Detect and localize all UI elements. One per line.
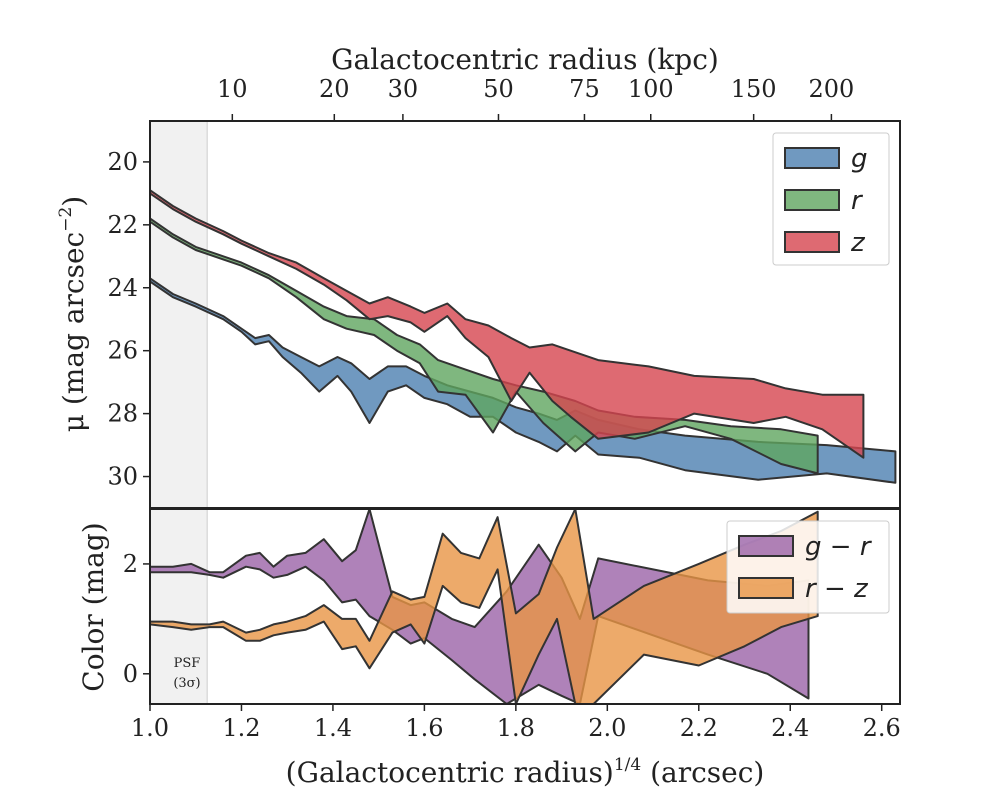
y-tick-label: 22 <box>107 211 138 239</box>
legend-label-g-r: g − r <box>805 532 873 562</box>
lower-y-axis-label: Color (mag) <box>77 522 110 691</box>
bottom-axis-label: (Galactocentric radius)1/4 (arcsec) <box>286 755 765 789</box>
y-tick-label: 24 <box>107 274 138 302</box>
y-tick-label: 28 <box>107 400 138 428</box>
psf-region-lower <box>150 509 208 704</box>
band-g <box>150 277 897 484</box>
band-r <box>150 217 819 475</box>
x-tick-label: 1.6 <box>405 714 443 742</box>
legend-color: g − r r − z <box>726 520 890 614</box>
color-bands <box>150 509 819 704</box>
x-tick-label: 1.2 <box>222 714 260 742</box>
upper-y-axis-label-close: ) <box>57 196 90 207</box>
y-tick-label: 0 <box>123 660 138 688</box>
band-z <box>150 189 865 459</box>
y-tick-label: 30 <box>107 463 138 491</box>
psf-sigma-label: (3σ) <box>173 676 200 691</box>
top-tick-label: 75 <box>569 75 600 103</box>
top-tick-label: 100 <box>628 75 674 103</box>
x-tick-label: 2.4 <box>771 714 809 742</box>
legend-label-g: g <box>851 144 868 174</box>
bottom-axis-label-main: (Galactocentric radius) <box>286 756 614 789</box>
top-tick-label: 200 <box>808 75 854 103</box>
band-r-z <box>150 509 819 704</box>
y-tick-label: 2 <box>123 550 138 578</box>
psf-label: PSF <box>174 656 201 671</box>
upper-y-axis-label: μ (mag arcsec−2) <box>56 196 90 432</box>
upper-y-axis-label-main: μ (mag arcsec <box>57 232 90 432</box>
axis-ticks: 1.0 1.2 1.4 1.6 1.8 2.0 2.2 2.4 2.6 20 22 24 26 28 30 0… <box>107 75 900 742</box>
x-tick-label: 2.0 <box>588 714 626 742</box>
legend-swatch-g-r <box>738 535 794 557</box>
legend-swatch-r-z <box>738 577 794 599</box>
band-g-r <box>150 509 810 704</box>
top-tick-label: 10 <box>217 75 248 103</box>
y-tick-label: 26 <box>107 337 138 365</box>
legend-surface-brightness: grz <box>772 132 890 266</box>
y-tick-label: 20 <box>107 148 138 176</box>
bottom-axis-label-sup: 1/4 <box>614 755 641 775</box>
legend-swatch-g <box>784 147 840 169</box>
legend-label-r: r <box>851 186 864 216</box>
x-tick-label: 1.0 <box>131 714 169 742</box>
bottom-axis-label-unit: (arcsec) <box>641 756 764 789</box>
x-tick-label: 2.2 <box>680 714 718 742</box>
top-tick-label: 20 <box>319 75 350 103</box>
legend-label-z: z <box>850 228 866 258</box>
x-tick-label: 1.4 <box>314 714 352 742</box>
top-tick-label: 30 <box>388 75 419 103</box>
psf-region-upper <box>150 121 208 508</box>
lower-panel-frame <box>149 508 901 705</box>
legend-swatch-z <box>784 231 840 253</box>
top-tick-label: 150 <box>731 75 777 103</box>
x-tick-label: 1.8 <box>497 714 535 742</box>
top-axis-label: Galactocentric radius (kpc) <box>331 43 719 76</box>
top-tick-label: 50 <box>483 75 514 103</box>
legend-label-r-z: r − z <box>805 574 869 604</box>
upper-y-axis-label-sup: −2 <box>56 207 76 232</box>
surface-brightness-bands <box>150 189 897 484</box>
x-tick-label: 2.6 <box>863 714 901 742</box>
legend-swatch-r <box>784 189 840 211</box>
